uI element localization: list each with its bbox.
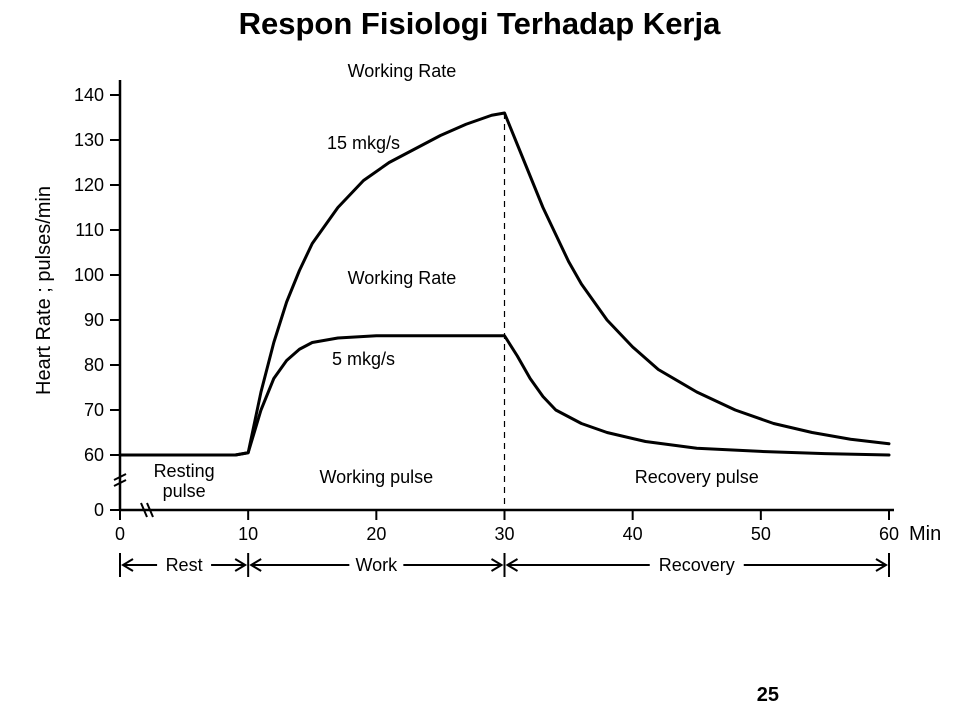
chart-container: 607080901001101201301400Heart Rate ; pul…	[0, 60, 959, 660]
svg-text:Min: Min	[909, 523, 941, 545]
svg-text:Heart Rate ; pulses/min: Heart Rate ; pulses/min	[33, 186, 55, 395]
page-number: 25	[757, 684, 779, 707]
svg-text:Working Rate: Working Rate	[348, 268, 457, 288]
svg-text:40: 40	[623, 524, 643, 544]
svg-text:Working pulse: Working pulse	[319, 467, 433, 487]
svg-text:140: 140	[74, 85, 104, 105]
svg-text:120: 120	[74, 175, 104, 195]
chart-svg: 607080901001101201301400Heart Rate ; pul…	[0, 60, 959, 660]
svg-text:15 mkg/s: 15 mkg/s	[327, 133, 400, 153]
svg-text:5 mkg/s: 5 mkg/s	[332, 349, 395, 369]
svg-text:50: 50	[751, 524, 771, 544]
svg-text:Working Rate: Working Rate	[348, 61, 457, 81]
svg-text:Recovery pulse: Recovery pulse	[635, 467, 759, 487]
svg-text:Resting: Resting	[154, 461, 215, 481]
svg-text:0: 0	[115, 524, 125, 544]
svg-text:20: 20	[366, 524, 386, 544]
svg-text:Work: Work	[355, 555, 398, 575]
svg-text:80: 80	[84, 355, 104, 375]
svg-text:70: 70	[84, 400, 104, 420]
svg-text:90: 90	[84, 310, 104, 330]
svg-text:60: 60	[84, 445, 104, 465]
title-text: Respon Fisiologi Terhadap Kerja	[239, 6, 721, 41]
svg-text:0: 0	[94, 500, 104, 520]
svg-text:Recovery: Recovery	[659, 555, 735, 575]
svg-text:100: 100	[74, 265, 104, 285]
svg-text:10: 10	[238, 524, 258, 544]
svg-text:130: 130	[74, 130, 104, 150]
svg-text:Rest: Rest	[166, 555, 203, 575]
svg-text:60: 60	[879, 524, 899, 544]
svg-text:110: 110	[75, 220, 104, 240]
svg-text:pulse: pulse	[163, 481, 206, 501]
page-title: Respon Fisiologi Terhadap Kerja	[0, 6, 959, 42]
svg-text:30: 30	[494, 524, 514, 544]
